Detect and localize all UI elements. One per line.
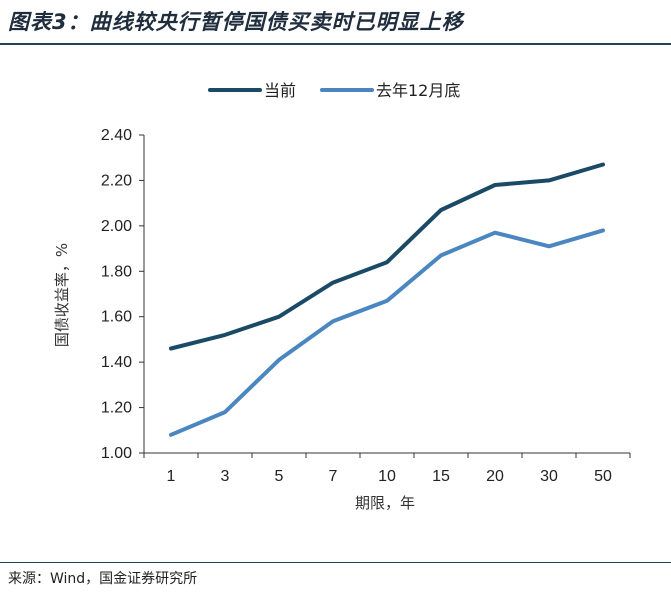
legend-label: 去年12月底 — [376, 81, 460, 100]
x-axis-label: 期限，年 — [355, 494, 415, 512]
y-tick-label: 1.00 — [101, 445, 132, 462]
y-axis-label: 国债收益率，% — [53, 243, 71, 347]
figure-title: 图表3：曲线较央行暂停国债买卖时已明显上移 — [8, 10, 464, 34]
legend-label: 当前 — [264, 81, 296, 100]
top-divider — [0, 43, 671, 45]
series-line — [169, 162, 605, 351]
x-tick-label: 30 — [540, 468, 558, 485]
y-tick-label: 2.40 — [101, 127, 132, 144]
y-tick-label: 2.00 — [101, 218, 132, 235]
x-tick-label: 20 — [486, 468, 504, 485]
x-tick-label: 5 — [275, 468, 284, 485]
source-note: 来源：Wind，国金证券研究所 — [8, 571, 198, 587]
y-tick-label: 1.60 — [101, 309, 132, 326]
y-tick-label: 1.20 — [101, 400, 132, 417]
x-tick-label: 7 — [329, 468, 338, 485]
series-line — [169, 228, 605, 437]
x-tick-label: 15 — [432, 468, 450, 485]
chart-axes: 1.00 1.20 1.40 1.60 1.80 2.00 2.20 2.40 1 3 5 7 10 15… — [101, 127, 631, 485]
line-chart: 当前 去年12月底 1.00 1.20 1.40 1.60 1.80 2.00 2.20 2.4… — [53, 81, 631, 512]
chart-legend: 当前 去年12月底 — [208, 81, 460, 100]
chart-series — [169, 162, 605, 437]
x-tick-label: 1 — [167, 468, 176, 485]
x-tick-label: 10 — [378, 468, 396, 485]
y-tick-label: 2.20 — [101, 172, 132, 189]
x-tick-label: 50 — [594, 468, 612, 485]
y-tick-label: 1.40 — [101, 354, 132, 371]
x-tick-label: 3 — [221, 468, 230, 485]
bottom-divider — [0, 562, 671, 563]
y-tick-label: 1.80 — [101, 263, 132, 280]
